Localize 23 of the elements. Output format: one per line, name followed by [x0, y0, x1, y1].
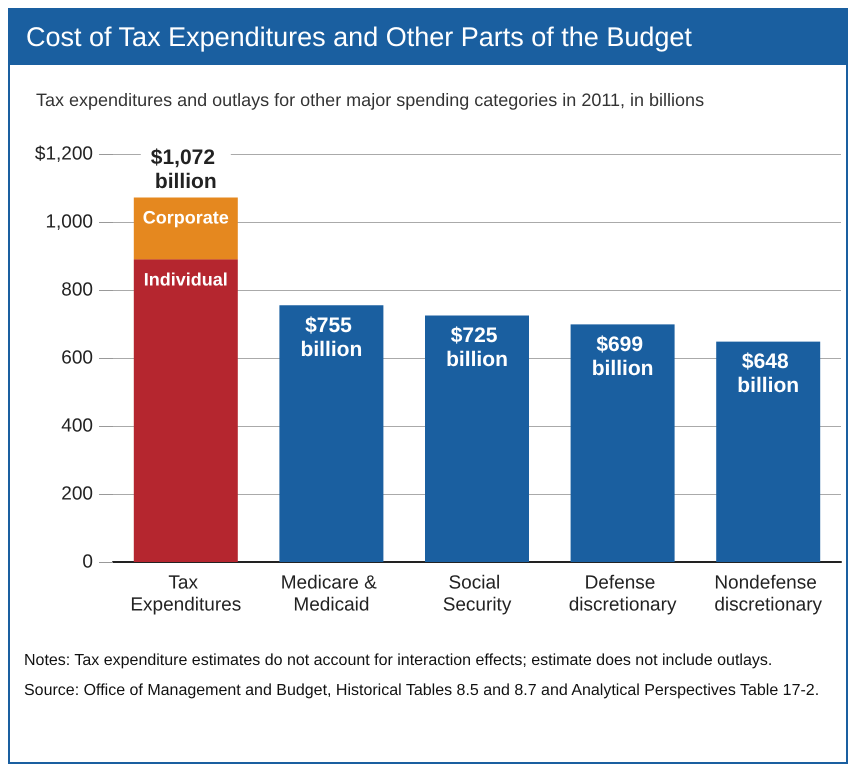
total-label: $1,072 billion — [150, 146, 221, 194]
x-tick-label: Defense discretionary — [568, 572, 677, 616]
data-label: $648 billion — [737, 350, 800, 398]
y-tick-label: 400 — [61, 416, 93, 436]
chart-title: Cost of Tax Expenditures and Other Parts of the Budget — [10, 10, 846, 65]
y-tick-label: $1,200 — [34, 144, 93, 164]
data-label: $725 billion — [446, 324, 508, 371]
data-label: $699 billion — [592, 332, 654, 380]
x-tick-label: Tax Expenditures — [130, 572, 242, 616]
x-tick-label: Social Security — [442, 572, 512, 616]
series-label: Corporate — [142, 208, 229, 228]
y-tick-label: 600 — [61, 348, 93, 368]
series-label: Individual — [144, 269, 228, 290]
x-tick-label: Medicare & Medicaid — [280, 572, 382, 616]
y-tick-label: 1,000 — [45, 212, 93, 232]
data-label: $755 billion — [300, 314, 362, 361]
y-tick-label: 0 — [82, 552, 93, 572]
y-tick-label: 800 — [61, 280, 93, 300]
chart-subtitle: Tax expenditures and outlays for other major spending categories in 2011, in billions — [36, 90, 704, 111]
text: Notes: Tax expenditure estimates do not account for interaction effects; estimate does not include outlays. — [24, 651, 774, 671]
x-tick-label: Nondefense discretionary — [714, 572, 823, 616]
y-tick-label: 200 — [61, 484, 93, 504]
source-note: Source: Office of Management and Budget, Historical Tables 8.5 and 8.7 and Analytical Perspectives Table 17-2. — [24, 680, 820, 701]
